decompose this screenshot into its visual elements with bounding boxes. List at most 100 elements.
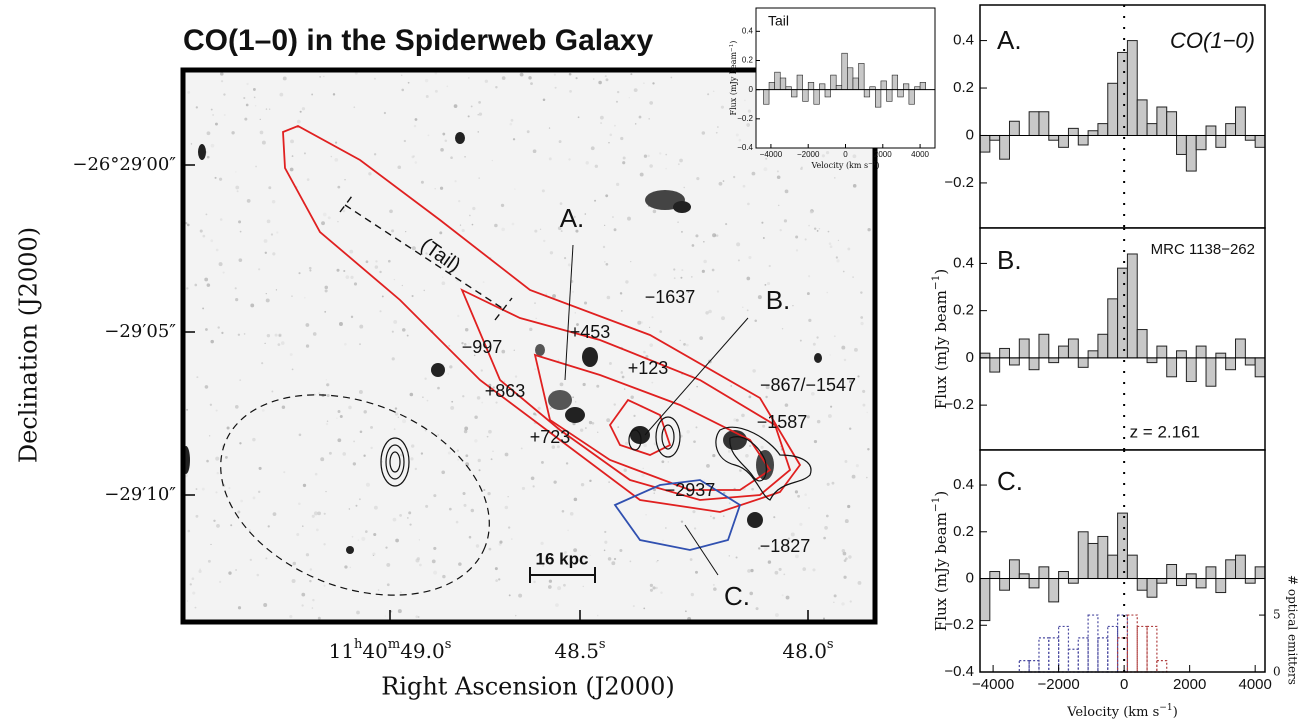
noise-dot [763,167,767,171]
axis-label-part: −1 [930,497,942,512]
histogram-bar [763,90,769,105]
noise-dot [808,275,810,277]
noise-dot [681,231,683,233]
noise-dot [190,583,192,585]
noise-dot [215,177,217,179]
noise-dot [479,112,482,115]
histogram-bar [920,82,926,89]
noise-dot [313,332,317,336]
histogram-bar [859,63,865,89]
noise-dot [665,168,667,170]
noise-dot [555,87,557,89]
noise-dot [662,540,663,541]
noise-dot [206,460,209,463]
noise-dot [492,160,493,161]
scale-label: 16 kpc [536,549,589,568]
noise-dot [446,85,448,87]
noise-dot [749,445,751,447]
ra-tick-part: 11 [329,639,354,663]
noise-dot [309,267,312,270]
noise-dot [312,599,314,601]
noise-dot [785,190,789,194]
noise-dot [531,476,535,480]
noise-dot [585,427,587,429]
ra-tick-part: 48.5 [554,639,599,663]
noise-dot [534,302,536,304]
noise-dot [634,88,638,92]
noise-dot [606,78,609,81]
noise-dot [303,484,306,487]
noise-dot [408,511,411,514]
axis-label-part: ) [932,269,950,275]
noise-dot [464,156,465,157]
y2-axis-label: # optical emitters [1286,575,1300,685]
histogram-bar [980,579,990,621]
noise-dot [499,541,502,544]
noise-dot [763,237,765,239]
noise-dot [693,440,696,443]
noise-dot [570,512,574,516]
noise-dot [540,542,543,545]
noise-dot [448,345,450,347]
noise-dot [741,414,745,418]
noise-dot [652,82,654,84]
noise-dot [568,263,571,266]
noise-dot [514,350,515,351]
histogram-bar [1049,358,1059,363]
noise-dot [706,464,710,468]
noise-dot [854,348,858,352]
noise-dot [606,263,609,266]
histogram-bar [1108,555,1118,578]
velocity-label: −867/−1547 [760,375,856,395]
noise-dot [630,396,633,399]
noise-dot [641,474,645,478]
noise-dot [319,76,321,78]
noise-dot [425,79,428,82]
noise-dot [596,385,599,388]
ra-tick-part: 48.0 [782,639,827,663]
noise-dot [325,289,328,292]
y-tick-label: 0.4 [953,32,974,49]
noise-dot [458,200,460,202]
noise-dot [290,139,294,143]
noise-dot [739,139,742,142]
histogram-bar [980,353,990,358]
noise-dot [440,148,444,152]
ra-tick-part: m [388,637,400,652]
noise-dot [326,383,329,386]
histogram-bar [1177,579,1187,586]
histogram-bar [1137,330,1147,358]
noise-dot [651,382,653,384]
noise-dot [359,498,361,500]
noise-dot [580,429,583,432]
noise-dot [310,568,312,570]
histogram-bar [1088,131,1098,136]
noise-dot [263,603,267,607]
histogram-bar [892,75,898,90]
noise-dot [210,239,213,242]
noise-dot [359,343,361,345]
noise-dot [187,224,190,227]
noise-dot [465,328,468,331]
noise-dot [447,373,448,374]
histogram-bar [1068,128,1078,135]
noise-dot [507,496,508,497]
noise-dot [816,336,818,338]
velocity-label: +453 [570,322,611,342]
noise-dot [252,438,255,441]
noise-dot [674,277,676,279]
noise-dot [866,412,867,413]
noise-dot [728,450,731,453]
noise-dot [462,395,464,397]
noise-dot [495,579,498,582]
y-tick-label: −0.2 [737,114,753,123]
noise-dot [260,119,261,120]
noise-dot [843,576,846,579]
noise-dot [830,406,832,408]
noise-dot [848,555,851,558]
noise-dot [691,593,694,596]
histogram-bar [1186,135,1196,171]
histogram-bar [1078,358,1088,367]
noise-dot [426,95,429,98]
noise-dot [207,131,211,135]
